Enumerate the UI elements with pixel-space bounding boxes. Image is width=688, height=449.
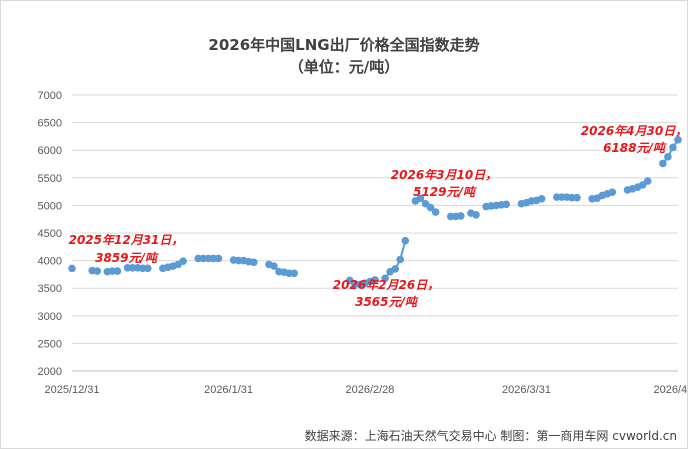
data-point <box>643 177 652 185</box>
annotation-value: 3565元/吨 <box>355 295 419 309</box>
annotation: 2026年4月30日， 6188元/吨 <box>581 124 687 155</box>
y-tick-label: 7000 <box>38 90 62 102</box>
data-point <box>290 269 299 278</box>
data-point <box>426 203 435 212</box>
x-tick-label: 2026/4/30 <box>654 384 687 396</box>
data-point <box>573 193 581 202</box>
data-point <box>270 262 278 270</box>
x-tick-label: 2026/1/31 <box>204 384 253 396</box>
data-point <box>401 236 410 245</box>
data-point <box>396 255 405 264</box>
y-tick-label: 6500 <box>38 118 62 130</box>
x-axis-ticks: 2025/12/31 2026/1/31 2026/2/28 2026/3/31 202… <box>44 384 687 396</box>
annotation: 2026年3月10日， 5129元/吨 <box>391 168 497 199</box>
data-point <box>431 208 440 216</box>
y-tick-label: 2500 <box>38 338 62 350</box>
data-point <box>537 194 546 203</box>
data-point <box>416 194 425 203</box>
grid-layer <box>72 94 678 372</box>
x-tick-label: 2026/3/31 <box>502 384 551 396</box>
x-tick-label: 2026/2/28 <box>345 384 394 396</box>
data-point <box>472 210 480 219</box>
chart-subtitle: （单位：元/吨） <box>289 58 399 76</box>
annotation-value: 5129元/吨 <box>413 185 477 199</box>
data-point <box>457 212 465 220</box>
annotation: 2025年12月31日， 3859元/吨 <box>69 233 184 265</box>
source-note: 数据来源：上海石油天然气交易中心 制图：第一商用车网 cvworld.cn <box>305 428 677 443</box>
data-point <box>502 200 511 209</box>
data-point <box>214 254 223 263</box>
annotation-date: 2026年2月26日， <box>333 278 439 292</box>
data-point <box>143 264 152 273</box>
y-tick-label: 4500 <box>38 228 62 240</box>
annotation-date: 2026年4月30日， <box>581 124 687 138</box>
data-point <box>113 267 122 275</box>
data-point <box>93 267 102 275</box>
data-point <box>669 143 677 152</box>
data-point <box>179 257 187 265</box>
y-tick-label: 4000 <box>38 256 62 268</box>
x-tick-label: 2025/12/31 <box>44 384 99 396</box>
y-tick-label: 6000 <box>38 145 62 157</box>
data-point <box>674 136 682 144</box>
annotation-date: 2026年3月10日， <box>391 168 497 182</box>
y-tick-label: 3000 <box>38 311 62 323</box>
annotation-value: 3859元/吨 <box>95 251 159 265</box>
data-point <box>664 153 672 161</box>
chart-title: 2026年中国LNG出厂价格全国指数走势 <box>208 36 479 54</box>
annotation: 2026年2月26日， 3565元/吨 <box>333 278 439 309</box>
series-points <box>68 136 682 289</box>
data-point <box>68 264 76 273</box>
annotation-date: 2025年12月31日， <box>69 233 184 247</box>
y-axis-ticks: 2000 2500 3000 3500 4000 4500 5000 5500 6000 6500… <box>38 90 62 378</box>
data-point <box>608 188 617 196</box>
data-point <box>659 159 667 168</box>
annotations: 2025年12月31日，3859元/吨2026年2月26日，3565元/吨202… <box>69 124 687 309</box>
y-tick-label: 2000 <box>38 366 62 378</box>
y-tick-label: 3500 <box>38 283 62 295</box>
y-tick-label: 5000 <box>38 200 62 212</box>
data-point <box>371 276 379 284</box>
annotation-value: 6188元/吨 <box>603 141 667 155</box>
y-tick-label: 5500 <box>38 173 62 185</box>
data-point <box>250 258 258 267</box>
data-point <box>381 274 389 283</box>
data-point <box>391 265 400 273</box>
